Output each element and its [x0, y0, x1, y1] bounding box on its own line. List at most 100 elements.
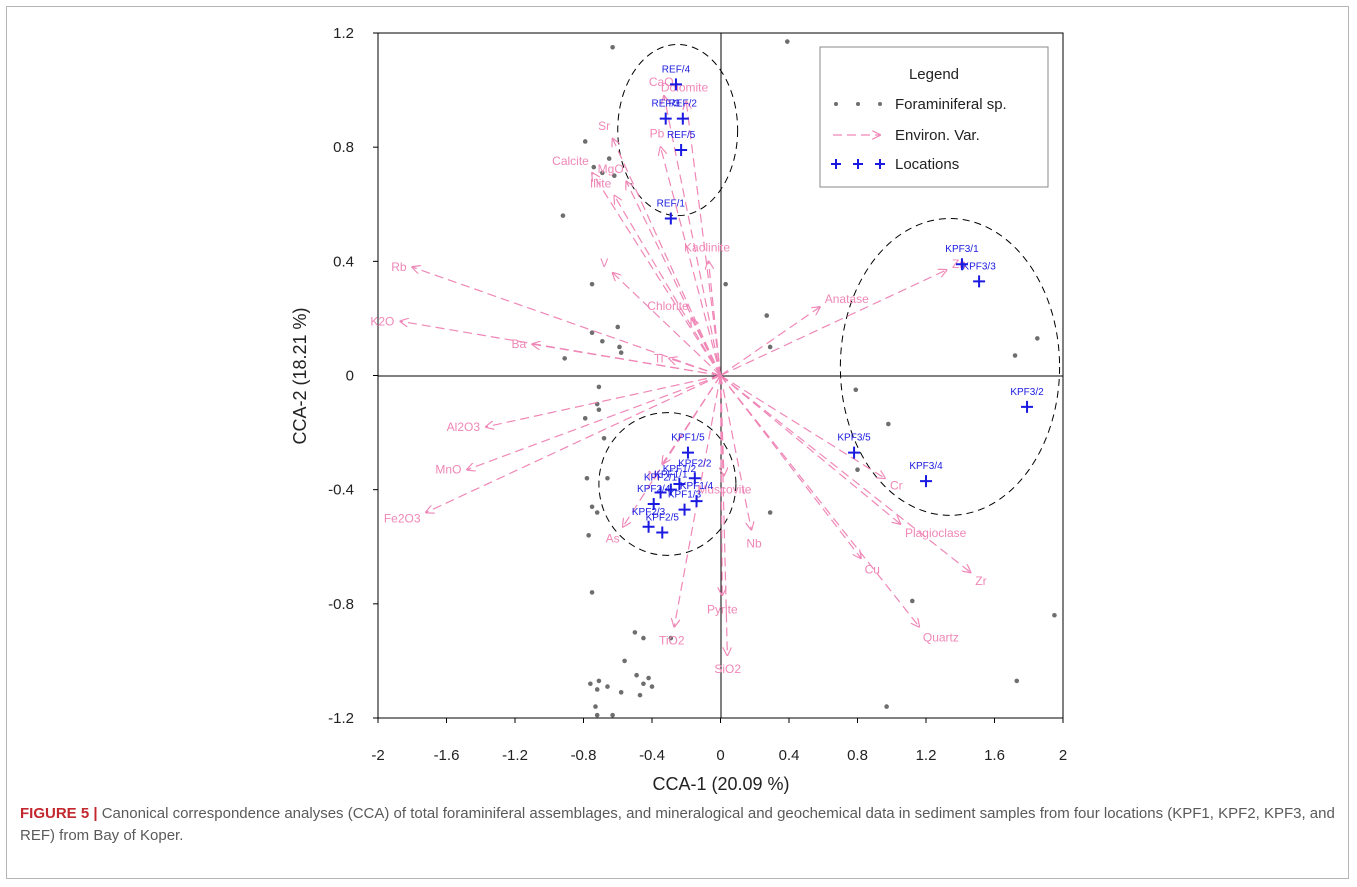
species-point	[767, 510, 773, 515]
species-point	[601, 435, 607, 441]
location-marker	[654, 486, 667, 499]
species-point	[853, 387, 859, 393]
species-point	[784, 39, 790, 44]
species-point	[622, 658, 627, 664]
species-point	[596, 384, 602, 390]
species-point	[641, 681, 646, 687]
species-point	[582, 139, 588, 144]
env-vector-label: Pb	[650, 127, 665, 141]
env-vector-label: Kaolinite	[684, 240, 730, 254]
location-marker	[681, 446, 694, 459]
y-tick-label: -0.4	[328, 482, 354, 499]
x-tick-label: -1.2	[502, 747, 528, 764]
species-point	[560, 213, 566, 218]
env-vector-label: Plagioclase	[905, 526, 967, 540]
location-label: KPF3/2	[1010, 387, 1044, 398]
plot-area: -2 -1.6 -1.2 -0.8 -0.4 0 0.4 0.8 1.2 1.6 2 1.2 0.8 0…	[328, 25, 1067, 764]
env-vector-label: Cu	[865, 562, 880, 576]
location-label: KPF3/1	[945, 244, 979, 255]
env-vector-label: Illite	[590, 177, 612, 191]
cluster-ellipse-kpf3	[839, 218, 1061, 516]
location-label: KPF2/5	[646, 512, 680, 523]
species-point	[764, 313, 770, 318]
location-marker	[675, 144, 688, 157]
env-vector-arrow	[720, 270, 947, 377]
env-vector-arrow	[719, 375, 752, 530]
y-tick-label: 0	[346, 368, 354, 385]
species-point	[618, 350, 624, 355]
species-point	[637, 692, 643, 698]
species-point	[617, 344, 622, 350]
env-vector-arrow	[720, 375, 861, 559]
species-point	[618, 690, 624, 695]
species-point	[1014, 678, 1020, 684]
species-point	[594, 712, 600, 718]
env-vector-label: Rb	[391, 260, 407, 274]
legend-title: Legend	[909, 66, 959, 83]
x-tick-label: -0.4	[639, 747, 665, 764]
location-marker	[664, 483, 677, 496]
legend: Legend Foraminiferal sp. Environ. Var. L…	[819, 46, 1049, 188]
species-point	[668, 635, 674, 641]
env-vector-label: Ni	[648, 469, 659, 483]
species-point	[605, 684, 610, 689]
env-vector-label: Pyrite	[707, 602, 738, 616]
location-label: REF/3	[652, 99, 681, 110]
env-vector-label: V	[600, 256, 608, 270]
species-point	[589, 590, 595, 595]
location-marker	[669, 78, 682, 91]
cluster-ellipses	[598, 43, 1061, 556]
species-point	[594, 687, 600, 692]
env-vector-label: Ti	[654, 351, 664, 365]
x-axis-title: CCA-1 (20.09 %)	[652, 774, 789, 794]
cluster-ellipse-kpf1-kpf2	[598, 412, 737, 556]
env-vector-label: MnO	[435, 463, 461, 477]
species-point	[586, 533, 591, 538]
species-point	[606, 156, 612, 161]
figure-caption-text: Canonical correspondence analyses (CCA) …	[20, 805, 1335, 844]
location-marker	[920, 475, 932, 488]
env-vector-arrow	[721, 375, 723, 596]
species-point	[634, 672, 639, 678]
species-point	[1012, 353, 1018, 358]
location-label: REF/1	[657, 199, 686, 210]
x-tick-label: 0.4	[779, 747, 800, 764]
legend-dot-icon	[878, 102, 882, 106]
env-vector-arrow	[686, 102, 722, 376]
species-point	[584, 475, 590, 481]
y-axis-title: CCA-2 (18.21 %)	[290, 307, 310, 444]
location-label: KPF3/5	[837, 433, 871, 444]
env-vector-label: TiO2	[659, 633, 685, 647]
env-vector-arrow	[720, 375, 901, 524]
env-vector-label: Muscovite	[697, 482, 751, 496]
species-point	[610, 712, 615, 718]
location-marker	[688, 472, 701, 485]
env-vector-arrow	[467, 374, 721, 470]
env-vector-arrow	[719, 375, 728, 656]
location-label: KPF2/3	[632, 507, 666, 518]
location-marker	[690, 495, 703, 508]
env-vector-arrow	[613, 273, 721, 376]
species-point	[1052, 612, 1057, 618]
species-point	[562, 356, 567, 361]
env-vector-arrow	[720, 374, 885, 479]
env-vector-arrow	[412, 267, 721, 377]
x-tick-label: -0.8	[571, 747, 597, 764]
env-vector-label: MgO	[598, 162, 624, 176]
species-point	[588, 681, 593, 687]
env-vector-label: Anatase	[825, 292, 869, 306]
species-point	[641, 635, 646, 641]
env-vector-label: Cr	[890, 479, 903, 493]
y-axis-ticks: 1.2 0.8 0.4 0 -0.4 -0.8 -1.2	[328, 25, 378, 727]
location-label: KPF3/4	[909, 461, 943, 472]
env-vector-label: CaO	[649, 75, 674, 89]
location-label: KPF1/1	[654, 470, 688, 481]
figure-caption: FIGURE 5 | Canonical correspondence anal…	[20, 803, 1340, 847]
species-point	[589, 504, 595, 510]
env-vector-label: Al2O3	[447, 420, 481, 434]
location-marker	[676, 112, 689, 125]
species-point	[589, 281, 595, 287]
legend-plus-icon	[853, 159, 863, 169]
species-point	[855, 467, 860, 472]
